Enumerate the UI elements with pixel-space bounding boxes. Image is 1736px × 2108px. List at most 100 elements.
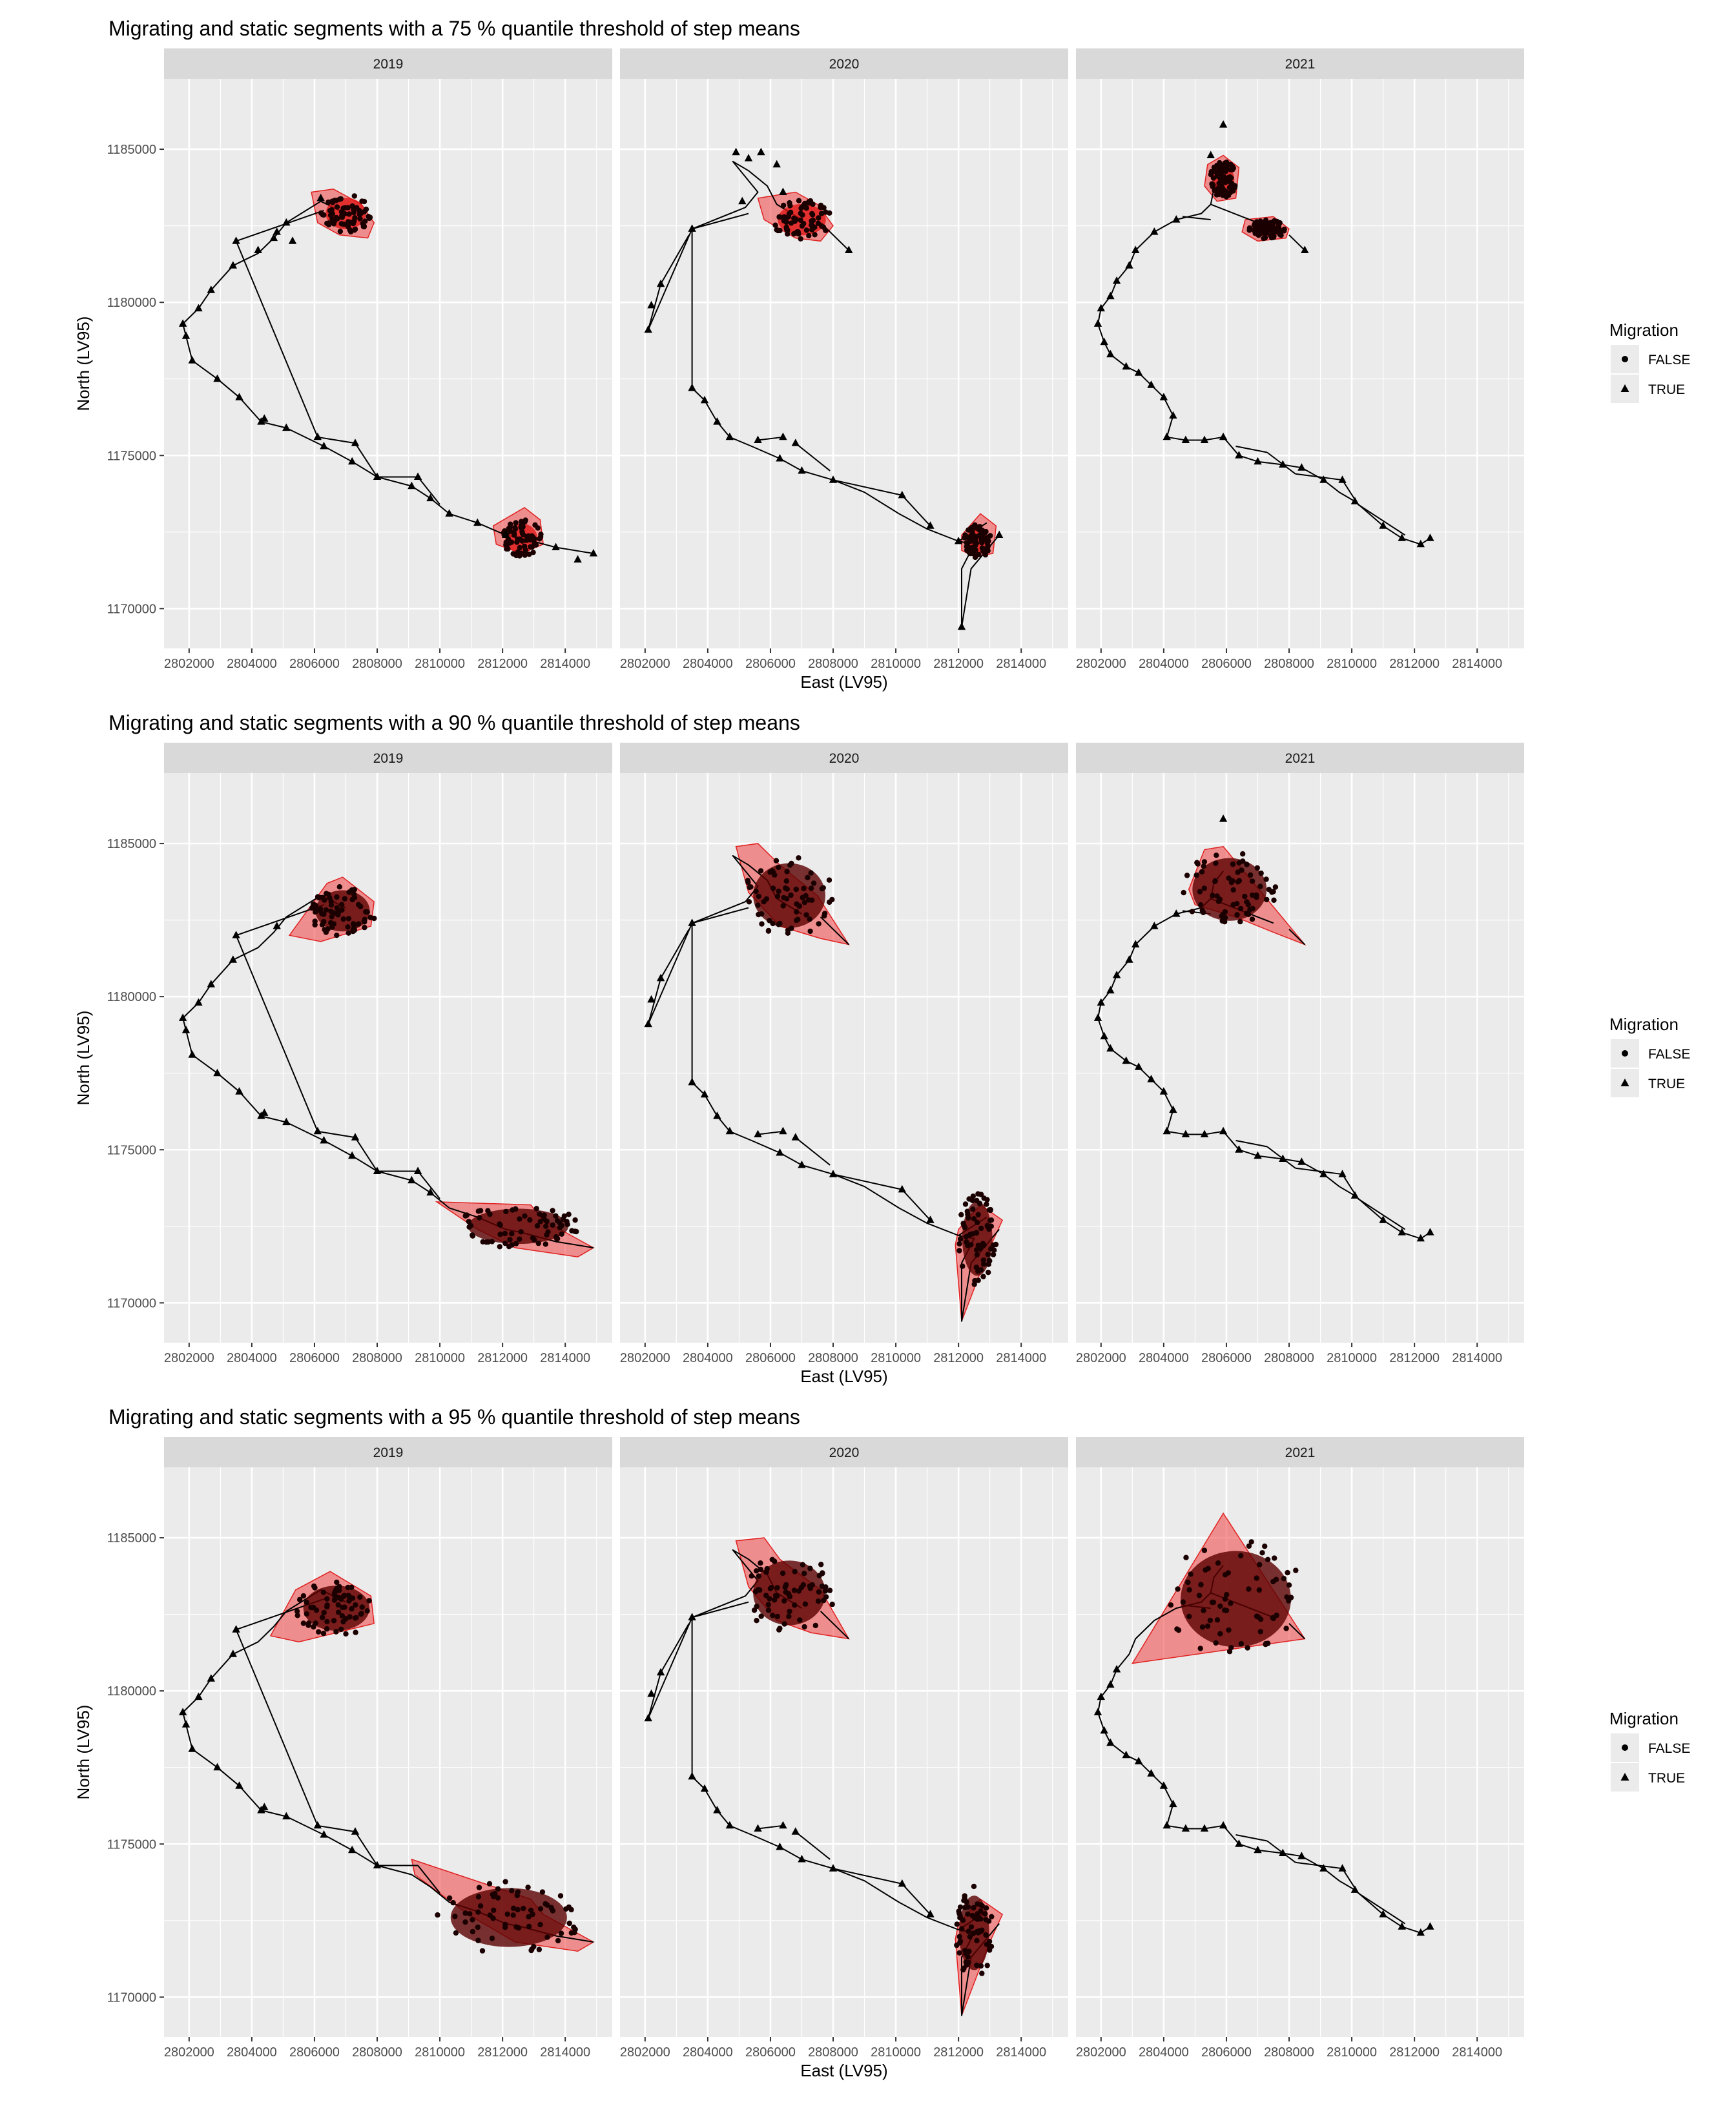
- static-point: [367, 914, 373, 920]
- migration-point: [757, 147, 765, 156]
- migration-point: [213, 374, 222, 382]
- migration-point: [713, 417, 721, 425]
- track-segment: [1288, 234, 1305, 251]
- static-point: [756, 1573, 761, 1579]
- static-point: [507, 1237, 513, 1243]
- static-point: [958, 1212, 964, 1218]
- migration-point: [1319, 1170, 1328, 1177]
- track-segment: [692, 1601, 749, 1618]
- static-point: [1222, 160, 1228, 166]
- static-point: [504, 546, 510, 552]
- static-point: [300, 1593, 307, 1599]
- x-tick-label: 2812000: [933, 657, 984, 671]
- static-point: [794, 230, 801, 236]
- static-point: [521, 1905, 526, 1912]
- panel-data: [644, 843, 1004, 1322]
- legend: Migration FALSE TRUE: [1609, 320, 1690, 403]
- migration-point: [1122, 362, 1130, 370]
- static-point: [1276, 230, 1283, 236]
- static-point: [776, 888, 781, 894]
- static-point: [745, 880, 751, 885]
- migration-point: [348, 1845, 356, 1854]
- static-point: [537, 1211, 542, 1217]
- legend: Migration FALSE TRUE: [1609, 1709, 1690, 1792]
- static-point: [784, 227, 790, 233]
- static-point: [767, 1586, 774, 1591]
- migration-point: [1219, 1821, 1228, 1829]
- static-point: [801, 1571, 807, 1576]
- migration-point: [700, 1784, 709, 1792]
- migration-point: [178, 319, 187, 327]
- static-point: [973, 1230, 980, 1236]
- static-point: [453, 1930, 459, 1936]
- facet-strip: [164, 48, 612, 79]
- static-point: [754, 1604, 760, 1609]
- migration-point: [348, 457, 356, 465]
- static-point: [339, 214, 345, 220]
- migration-point: [282, 218, 291, 226]
- static-point: [785, 930, 791, 936]
- static-point: [776, 1627, 782, 1633]
- migration-point: [1162, 1821, 1171, 1829]
- migration-point: [1172, 215, 1181, 223]
- static-point: [1254, 1613, 1260, 1619]
- static-point: [544, 1232, 550, 1238]
- x-tick-label: 2810000: [1327, 657, 1377, 671]
- migration-point: [644, 325, 652, 333]
- x-tick-label: 2802000: [1076, 2045, 1126, 2060]
- static-point: [758, 868, 764, 874]
- static-point: [544, 1218, 550, 1224]
- static-point: [479, 1948, 486, 1954]
- migration-point: [1106, 291, 1115, 300]
- static-point: [787, 1593, 793, 1600]
- x-tick-label: 2808000: [808, 1351, 858, 1365]
- migration-point: [791, 1827, 800, 1835]
- migration-point: [1219, 814, 1228, 822]
- x-tick-label: 2806000: [1201, 1351, 1252, 1365]
- static-point: [571, 1924, 577, 1930]
- track-segment: [902, 495, 931, 527]
- static-point: [510, 1207, 515, 1213]
- y-tick-label: 1175000: [107, 1143, 156, 1157]
- static-point: [335, 1595, 341, 1600]
- migration-point: [194, 998, 203, 1006]
- migration-point: [1159, 393, 1168, 400]
- migration-point: [194, 1692, 203, 1700]
- migration-point: [1112, 1665, 1121, 1673]
- facet-label: 2019: [373, 1445, 404, 1460]
- static-point: [362, 924, 367, 931]
- static-point: [491, 1907, 497, 1913]
- migration-point: [1219, 1126, 1228, 1135]
- static-point: [342, 896, 347, 902]
- static-point: [1185, 1579, 1191, 1586]
- static-point: [1240, 851, 1246, 857]
- migration-point: [829, 1864, 838, 1872]
- static-point: [774, 1613, 781, 1620]
- static-point: [534, 1223, 541, 1229]
- static-point: [331, 1597, 338, 1603]
- static-point: [1189, 909, 1195, 914]
- migration-point: [282, 1117, 291, 1126]
- static-point: [974, 1962, 980, 1968]
- static-point: [355, 921, 362, 927]
- static-point: [787, 200, 792, 206]
- migration-point: [348, 1151, 356, 1159]
- static-point: [1216, 168, 1222, 174]
- static-point: [517, 1216, 522, 1222]
- static-point: [985, 1252, 991, 1257]
- static-point: [516, 1925, 522, 1931]
- migration-point: [260, 1803, 269, 1810]
- static-point: [1288, 1595, 1294, 1600]
- track-segment: [647, 1617, 693, 1719]
- migration-point: [207, 285, 215, 293]
- migration-point: [408, 481, 416, 490]
- static-point: [527, 1217, 533, 1223]
- migration-point: [373, 472, 382, 480]
- static-point: [812, 1622, 819, 1629]
- static-point: [514, 539, 520, 545]
- static-point: [326, 199, 331, 205]
- static-point: [1175, 1586, 1181, 1592]
- static-point: [531, 1943, 537, 1950]
